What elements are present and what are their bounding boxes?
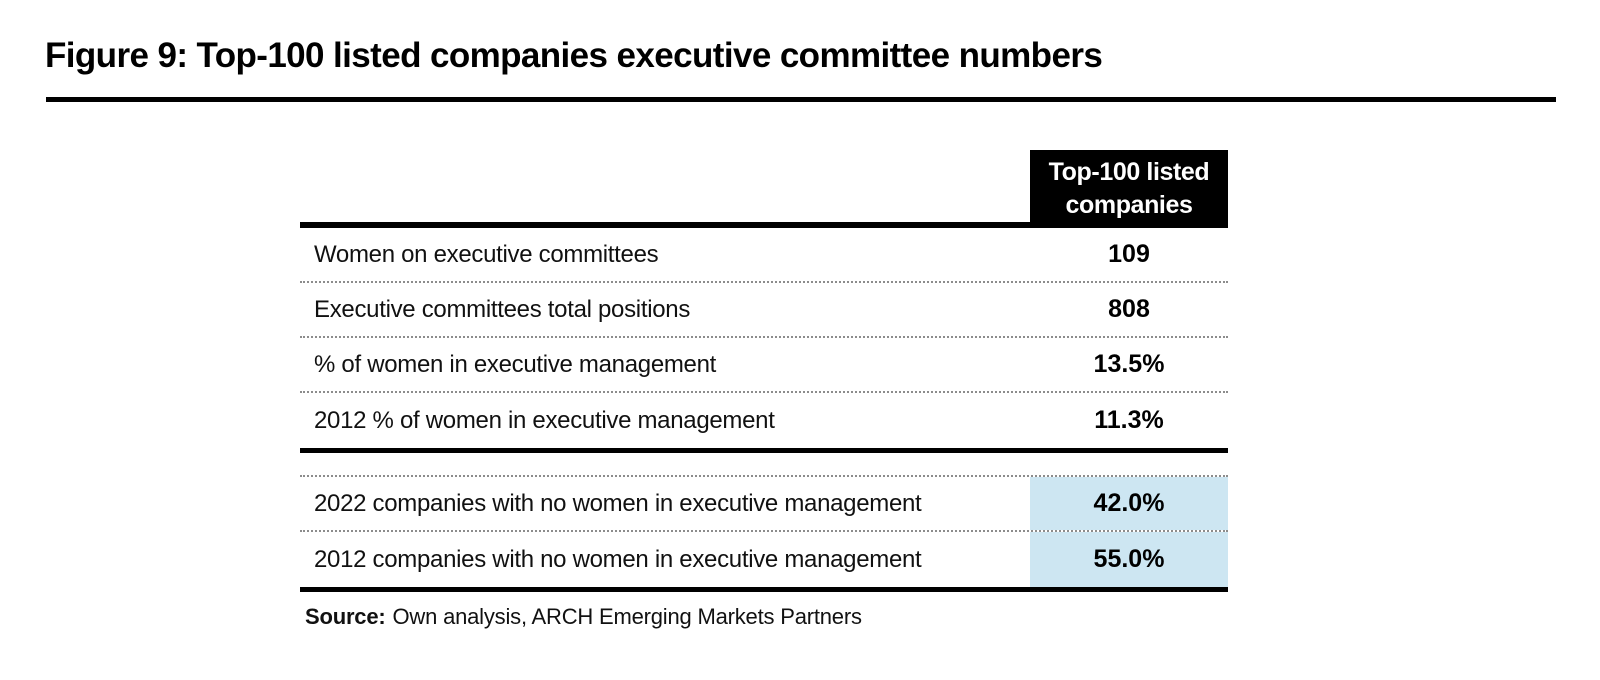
source-text: Own analysis, ARCH Emerging Markets Part… [392, 604, 862, 629]
table-row: 2012 % of women in executive management … [300, 393, 1228, 448]
table-row: Women on executive committees 109 [300, 228, 1228, 283]
table-row: Executive committees total positions 808 [300, 283, 1228, 338]
column-header-line1: Top-100 listed [1048, 158, 1210, 186]
table-row: 2012 companies with no women in executiv… [300, 532, 1228, 587]
row-value: 11.3% [1094, 406, 1164, 434]
row-label: Women on executive committees [314, 240, 659, 268]
table-bottom-rule [300, 587, 1228, 592]
table-section-highlighted: 2022 companies with no women in executiv… [300, 475, 1228, 587]
row-value: 109 [1108, 240, 1150, 268]
table-row: 2022 companies with no women in executiv… [300, 477, 1228, 532]
figure-title: Figure 9: Top-100 listed companies execu… [45, 36, 1103, 75]
row-label: Executive committees total positions [314, 295, 691, 323]
row-label: 2012 % of women in executive management [314, 406, 775, 434]
row-value-highlighted: 42.0% [1030, 477, 1228, 530]
source-line: Source: Own analysis, ARCH Emerging Marke… [305, 604, 862, 630]
table-top-rule [300, 222, 1228, 228]
column-header-cell: Top-100 listed companies [1030, 150, 1228, 228]
row-value: 13.5% [1093, 350, 1165, 378]
source-label: Source: [305, 604, 386, 629]
row-label: 2012 companies with no women in executiv… [314, 545, 922, 573]
title-divider-rule [46, 97, 1556, 102]
table-middle-rule [300, 448, 1228, 453]
row-value: 808 [1108, 295, 1150, 323]
column-header-line2: companies [1065, 191, 1193, 219]
table-section-main: Women on executive committees 109 Execut… [300, 228, 1228, 448]
row-label: % of women in executive management [314, 350, 717, 378]
row-label: 2022 companies with no women in executiv… [314, 489, 922, 517]
row-value-highlighted: 55.0% [1030, 532, 1228, 587]
table-row: % of women in executive management 13.5% [300, 338, 1228, 393]
